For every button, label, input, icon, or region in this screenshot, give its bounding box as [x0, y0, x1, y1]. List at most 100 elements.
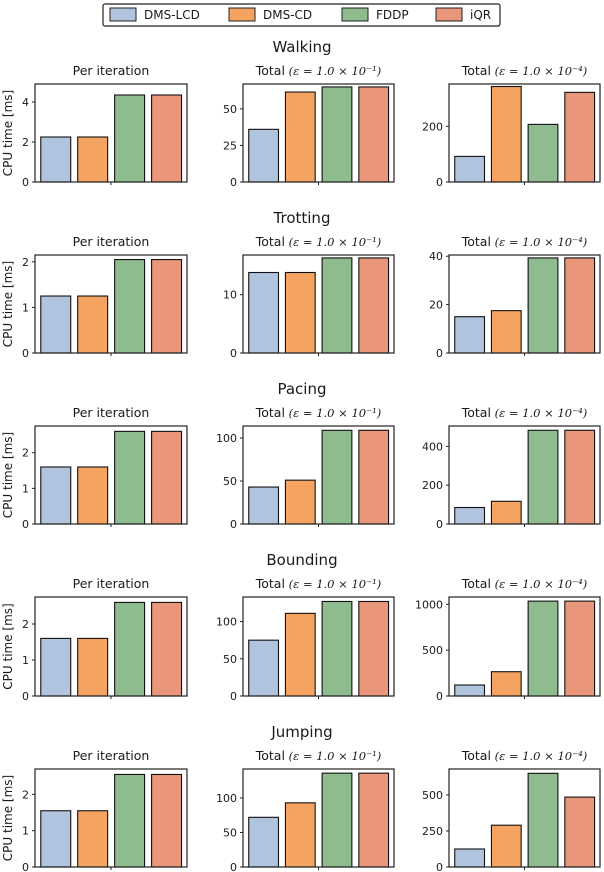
y-tick-label: 0 [230, 690, 237, 703]
panel-title: Per iteration [73, 576, 150, 591]
y-tick-label: 500 [422, 644, 443, 657]
legend-label-dms-cd: DMS-CD [263, 8, 312, 22]
y-tick-label: 20 [429, 299, 443, 312]
y-tick-label: 0 [436, 518, 443, 531]
bar-iqr [151, 773, 183, 868]
bar-fddp [527, 772, 559, 868]
row-title-bounding: Bounding [266, 551, 337, 569]
panel-jumping-3: Total (ε = 1.0 × 10⁻⁴) 0 250 500 [422, 748, 601, 872]
bar-fddp [321, 600, 353, 697]
panel-title: Total (ε = 1.0 × 10⁻⁴) [461, 576, 588, 591]
bar-dms-cd [77, 810, 109, 868]
bar-dms-cd [490, 85, 522, 183]
row-jumping: Jumping Per iteration CPU time [ms] 0 1 2 Tota… [1, 723, 601, 872]
y-tick-label: 200 [422, 479, 443, 492]
y-tick-label: 500 [422, 789, 443, 802]
bar-dms-lcd [40, 136, 72, 183]
y-tick-label: 0 [230, 347, 237, 360]
bar-dms-cd [490, 824, 522, 868]
y-axis-label: CPU time [ms] [1, 775, 15, 861]
bar-iqr [358, 600, 390, 697]
panel-bounding-3: Total (ε = 1.0 × 10⁻⁴) 0 500 1000 [415, 576, 601, 703]
y-tick-label: 2 [22, 618, 29, 631]
row-walking: Walking Per iteration CPU time [ms] 0 2 4 Tota… [1, 38, 601, 189]
plot-frame [448, 425, 601, 525]
bar-dms-cd [77, 295, 109, 354]
legend: DMS-LCD DMS-CD FDDP iQR [102, 3, 501, 27]
bar-fddp [527, 429, 559, 525]
panel-trotting-1: Per iteration CPU time [ms] 0 1 2 [1, 234, 188, 360]
bar-fddp [527, 123, 559, 183]
y-tick-label: 200 [422, 120, 443, 133]
y-tick-label: 25 [223, 139, 237, 152]
bar-dms-cd [284, 271, 316, 354]
bar-iqr [358, 257, 390, 354]
panel-title: Total (ε = 1.0 × 10⁻⁴) [461, 405, 588, 420]
bar-fddp [527, 600, 559, 697]
legend-swatch-dms-lcd [109, 7, 137, 22]
panel-jumping-1: Per iteration CPU time [ms] 0 1 2 [1, 748, 188, 872]
plot-frame [34, 425, 188, 525]
plot-frame [242, 425, 395, 525]
bar-iqr [358, 772, 390, 868]
panel-title: Total (ε = 1.0 × 10⁻¹) [255, 63, 382, 78]
y-axis-label: CPU time [ms] [1, 261, 15, 347]
bar-iqr [564, 257, 596, 354]
legend-swatch-fddp [341, 7, 369, 22]
y-tick-label: 0 [436, 690, 443, 703]
bar-fddp [321, 86, 353, 183]
panel-title: Total (ε = 1.0 × 10⁻¹) [255, 405, 382, 420]
y-axis-label: CPU time [ms] [1, 90, 15, 176]
bar-iqr [151, 601, 183, 697]
bar-fddp [321, 772, 353, 868]
y-tick-label: 50 [223, 103, 237, 116]
bar-dms-cd [284, 479, 316, 525]
panel-trotting-2: Total (ε = 1.0 × 10⁻¹) 0 10 [223, 234, 395, 360]
bar-dms-cd [284, 91, 316, 183]
bar-dms-cd [490, 500, 522, 525]
y-tick-label: 0 [230, 176, 237, 189]
plot-frame [242, 596, 395, 697]
y-tick-label: 50 [223, 653, 237, 666]
y-axis-label: CPU time [ms] [1, 603, 15, 689]
bar-dms-lcd [40, 637, 72, 697]
panel-title: Total (ε = 1.0 × 10⁻⁴) [461, 234, 588, 249]
legend-frame [102, 3, 501, 27]
bar-fddp [321, 257, 353, 354]
y-tick-label: 2 [22, 256, 29, 269]
y-tick-label: 0 [22, 861, 29, 872]
bar-fddp [114, 94, 146, 183]
plot-frame [34, 254, 188, 354]
y-tick-label: 4 [22, 96, 29, 109]
y-tick-label: 1 [22, 301, 29, 314]
bar-dms-cd [490, 310, 522, 354]
bar-iqr [564, 91, 596, 183]
plot-frame [448, 83, 601, 183]
plot-frame [448, 254, 601, 354]
y-tick-label: 100 [216, 616, 237, 629]
bar-dms-cd [77, 466, 109, 525]
y-tick-label: 0 [230, 518, 237, 531]
bar-dms-lcd [454, 684, 486, 697]
y-tick-label: 50 [223, 475, 237, 488]
bar-dms-cd [284, 802, 316, 868]
panel-title: Per iteration [73, 63, 150, 78]
bar-dms-lcd [40, 295, 72, 354]
plot-frame [34, 596, 188, 697]
bar-dms-lcd [248, 271, 280, 354]
bar-iqr [151, 259, 183, 354]
plot-frame [34, 83, 188, 183]
plot-frame [34, 768, 188, 868]
panel-title: Total (ε = 1.0 × 10⁻¹) [255, 234, 382, 249]
bar-dms-lcd [248, 639, 280, 697]
panel-title: Total (ε = 1.0 × 10⁻⁴) [461, 63, 588, 78]
bar-fddp [114, 259, 146, 354]
bar-dms-cd [284, 612, 316, 697]
panel-title: Total (ε = 1.0 × 10⁻⁴) [461, 748, 588, 763]
y-tick-label: 10 [223, 289, 237, 302]
row-title-jumping: Jumping [270, 723, 332, 741]
panel-bounding-1: Per iteration CPU time [ms] 0 1 2 [1, 576, 188, 703]
legend-swatch-dms-cd [228, 7, 256, 22]
row-title-pacing: Pacing [277, 380, 326, 398]
panel-walking-3: Total (ε = 1.0 × 10⁻⁴) 0 200 [422, 63, 601, 189]
